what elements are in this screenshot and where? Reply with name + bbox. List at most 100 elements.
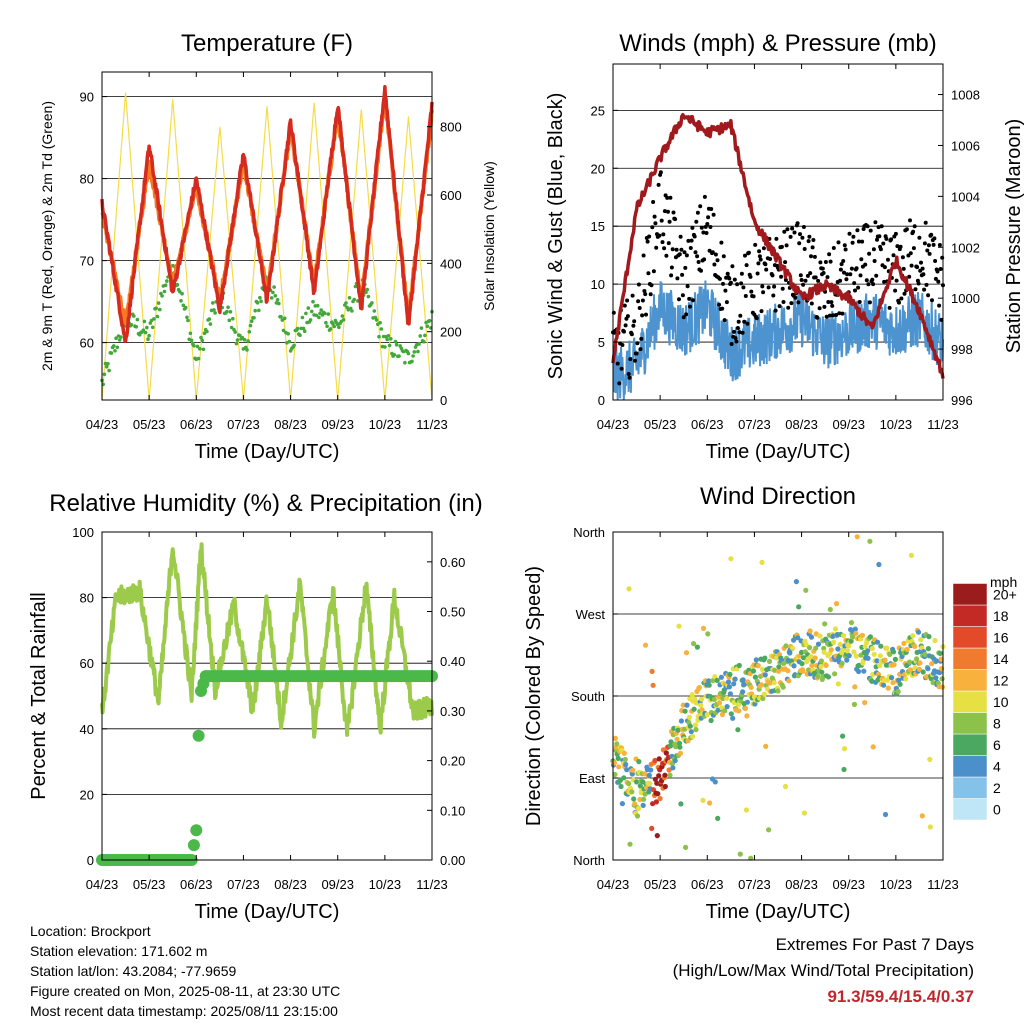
dewpoint-point <box>199 335 203 340</box>
dewpoint-point <box>352 297 357 302</box>
dewpoint-point <box>195 344 200 349</box>
direction-point <box>753 657 759 663</box>
dewpoint-point <box>366 294 371 299</box>
colorbar-swatch <box>952 604 988 627</box>
direction-point <box>831 639 837 646</box>
direction-point <box>692 722 699 728</box>
gust-point <box>864 278 869 283</box>
gust-point <box>743 253 747 258</box>
dewpoint-point <box>211 301 215 305</box>
gust-point <box>638 347 643 352</box>
gust-point <box>863 262 868 267</box>
direction-point <box>877 663 883 669</box>
precip-point <box>190 824 203 837</box>
gust-point <box>688 304 692 309</box>
gust-point <box>901 266 906 271</box>
direction-point <box>782 783 789 790</box>
gust-point <box>932 236 937 241</box>
direction-point <box>755 663 761 669</box>
gust-point <box>859 257 864 262</box>
gust-point <box>695 210 700 215</box>
gust-point <box>771 293 776 298</box>
gust-point <box>834 313 839 317</box>
direction-point <box>736 662 742 669</box>
dewpoint-point <box>143 330 148 335</box>
direction-point <box>637 796 643 803</box>
gust-point <box>807 234 812 239</box>
gust-point <box>622 329 626 334</box>
x-tick-label: 09/23 <box>832 877 865 892</box>
gust-point <box>680 272 685 277</box>
gust-point <box>818 260 823 265</box>
direction-point <box>796 604 802 610</box>
dewpoint-point <box>319 308 324 312</box>
gust-point <box>836 240 841 245</box>
gust-point <box>931 242 936 247</box>
gust-point <box>746 250 751 255</box>
gust-point <box>766 285 771 290</box>
direction-point <box>895 688 901 695</box>
y2-tick-label: 600 <box>440 188 462 203</box>
gust-point <box>640 313 645 318</box>
dewpoint-point <box>205 329 209 334</box>
gust-point <box>915 265 920 270</box>
gust-point <box>822 304 827 309</box>
gust-point <box>633 358 637 363</box>
direction-point <box>839 660 845 667</box>
dewpoint-point <box>247 330 252 334</box>
y2-tick-label: 998 <box>951 342 973 357</box>
extremes-title: Extremes For Past 7 Days <box>775 935 974 954</box>
direction-point <box>678 718 685 724</box>
gust-point <box>884 236 889 241</box>
gust-point <box>761 246 766 251</box>
gust-point <box>768 257 773 261</box>
gust-point <box>882 279 887 284</box>
dewpoint-point <box>238 333 242 338</box>
gust-point <box>659 218 664 223</box>
gust-point <box>779 274 784 279</box>
gust-point <box>763 262 768 267</box>
dewpoint-point <box>271 290 275 295</box>
direction-point <box>680 702 686 708</box>
x-tick-label: 09/23 <box>321 877 354 892</box>
y2-tick-label: 1000 <box>951 291 980 306</box>
gust-point <box>662 246 667 251</box>
direction-point <box>881 682 887 688</box>
dewpoint-point <box>107 368 111 373</box>
direction-point <box>827 606 833 613</box>
direction-point <box>647 781 653 787</box>
dewpoint-point <box>188 331 193 336</box>
gust-point <box>808 271 813 276</box>
gust-point <box>626 372 631 376</box>
gust-point <box>912 224 917 229</box>
direction-point <box>914 656 920 662</box>
gust-point <box>799 278 804 282</box>
dewpoint-point <box>410 359 414 364</box>
dewpoint-point <box>246 339 250 343</box>
direction-point <box>867 634 874 640</box>
dewpoint-point <box>419 326 424 330</box>
direction-point <box>867 538 873 544</box>
direction-point <box>920 669 926 675</box>
dewpoint-point <box>287 339 292 344</box>
direction-point <box>673 744 679 750</box>
gust-point <box>902 291 907 296</box>
dewpoint-point <box>344 301 348 305</box>
dewpoint-point <box>331 321 335 326</box>
gust-point <box>760 284 765 289</box>
direction-point <box>656 773 662 779</box>
direction-point <box>722 708 728 714</box>
gust-point <box>729 342 734 346</box>
winds-ylabel-left: Sonic Wind & Gust (Blue, Black) <box>545 93 567 380</box>
gust-point <box>785 227 790 232</box>
y2-tick-label: 0.30 <box>440 704 465 719</box>
gust-point <box>802 247 807 251</box>
direction-point <box>634 779 640 785</box>
gust-point <box>797 241 802 246</box>
direction-point <box>786 678 792 684</box>
direction-point <box>727 691 734 697</box>
y2-tick-label: 0.40 <box>440 654 465 669</box>
dewpoint-point <box>306 306 311 310</box>
direction-point <box>848 638 854 644</box>
dewpoint-point <box>183 305 188 310</box>
